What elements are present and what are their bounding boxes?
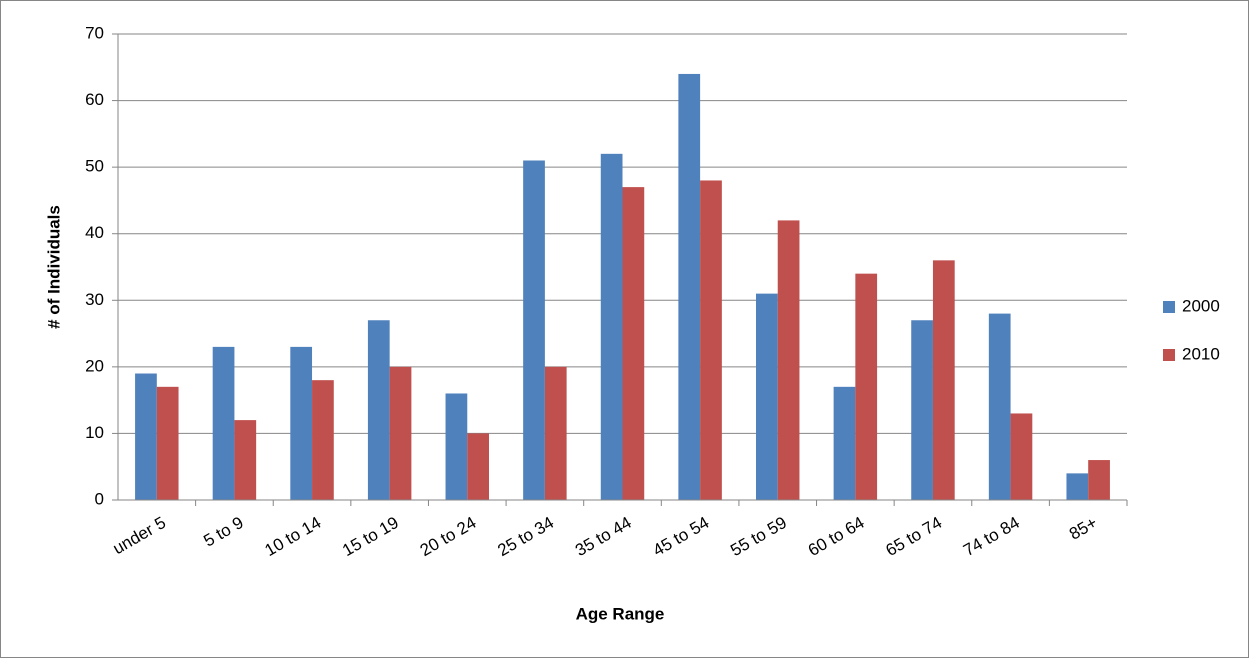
bar	[678, 73, 701, 500]
legend-swatch	[1163, 301, 1175, 313]
x-axis-title: Age Range	[576, 604, 665, 623]
bar	[234, 420, 257, 500]
y-tick-label: 50	[85, 157, 104, 176]
y-tick-label: 60	[85, 90, 104, 109]
bar	[1010, 413, 1033, 500]
y-tick-label: 30	[85, 290, 104, 309]
bar	[290, 346, 313, 500]
bar	[389, 366, 412, 500]
bar	[212, 346, 235, 500]
bar	[445, 393, 468, 500]
legend-label: 2010	[1182, 344, 1220, 363]
bar	[932, 260, 955, 500]
bar	[911, 320, 933, 500]
bar	[855, 273, 878, 500]
bar	[367, 320, 390, 500]
bar	[467, 433, 490, 500]
y-tick-label: 0	[95, 489, 104, 508]
legend-swatch	[1163, 349, 1175, 361]
bar	[755, 293, 778, 500]
y-tick-label: 70	[85, 23, 104, 42]
bar	[600, 153, 623, 501]
y-tick-label: 20	[85, 356, 104, 375]
bar	[156, 386, 179, 500]
y-tick-label: 40	[85, 223, 104, 242]
bar	[622, 187, 645, 500]
bar	[135, 373, 157, 500]
bar	[1066, 473, 1089, 500]
bar	[833, 386, 856, 500]
y-tick-label: 10	[85, 423, 104, 442]
bar	[312, 380, 334, 500]
bar	[988, 313, 1011, 500]
legend-label: 2000	[1182, 296, 1220, 315]
bar	[544, 366, 567, 500]
bar	[700, 180, 722, 500]
y-axis-title: # of Individuals	[44, 205, 63, 329]
bar	[523, 160, 545, 500]
bar	[1088, 460, 1110, 500]
bar	[777, 220, 800, 500]
